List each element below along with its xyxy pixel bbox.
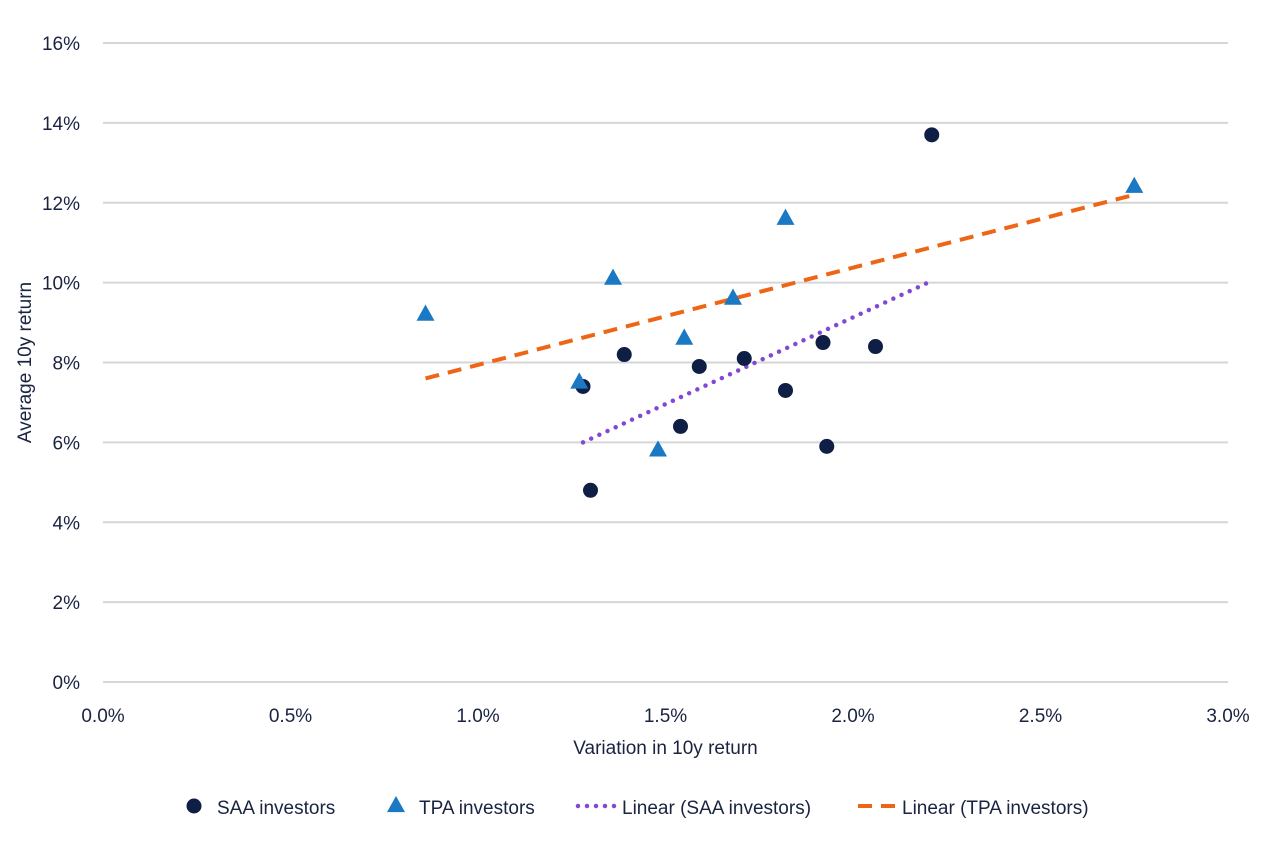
saa-point	[736, 351, 752, 367]
x-tick-label: 1.0%	[456, 706, 499, 727]
saa-point	[815, 335, 831, 351]
saa-point	[616, 347, 632, 363]
tpa-point	[416, 304, 435, 321]
legend-label: Linear (SAA investors)	[622, 798, 811, 819]
trendlines	[424, 192, 1135, 445]
saa-point	[583, 482, 598, 498]
saa-point	[868, 339, 883, 355]
y-tick-label: 6%	[53, 433, 81, 454]
tpa-point	[570, 372, 589, 389]
tpa-point	[1125, 176, 1144, 193]
tpa-point	[649, 440, 667, 457]
legend-tpa: TPA investors	[387, 795, 535, 819]
saa-point	[673, 418, 688, 434]
x-tick-label: 3.0%	[1206, 706, 1249, 727]
legend-saa: SAA investors	[186, 798, 335, 819]
x-axis-title: Variation in 10y return	[573, 738, 757, 759]
legend-linear-tpa: Linear (TPA investors)	[858, 798, 1089, 819]
legend-linear-saa: Linear (SAA investors)	[575, 798, 811, 819]
axis-ticks: 0% 2% 4% 6% 8% 10% 12% 14% 16% 0.0% 0.5% 1.0% 1.5% 2.…	[42, 34, 1250, 727]
legend-label: Linear (TPA investors)	[902, 798, 1089, 819]
tpa-point	[776, 208, 795, 225]
tpa-point	[604, 268, 622, 285]
legend-circle-marker	[186, 798, 202, 814]
legend-label: TPA investors	[419, 798, 535, 819]
trendline-tpa	[424, 192, 1135, 381]
y-axis-title: Average 10y return	[15, 282, 36, 443]
y-tick-label: 8%	[53, 354, 81, 375]
legend-triangle-marker	[387, 795, 405, 813]
trendline-saa	[580, 280, 931, 445]
x-tick-label: 0.0%	[81, 706, 124, 727]
saa-point	[691, 358, 707, 374]
data-points	[416, 127, 1144, 498]
legend-label: SAA investors	[217, 798, 335, 819]
tpa-point	[675, 328, 694, 345]
x-tick-label: 0.5%	[269, 706, 312, 727]
gridlines	[103, 42, 1228, 683]
y-tick-label: 2%	[53, 593, 81, 614]
y-tick-label: 4%	[53, 513, 81, 534]
tpa-point	[724, 288, 742, 305]
y-tick-label: 16%	[42, 34, 80, 55]
y-tick-label: 14%	[42, 114, 80, 135]
x-tick-label: 2.5%	[1019, 706, 1062, 727]
legend: SAA investors TPA investors Linear (SAA in…	[186, 795, 1089, 819]
saa-point	[778, 382, 793, 398]
x-tick-label: 2.0%	[831, 706, 874, 727]
y-tick-label: 0%	[53, 673, 81, 694]
saa-point	[819, 438, 835, 454]
y-tick-label: 12%	[42, 194, 80, 215]
y-tick-label: 10%	[42, 274, 80, 295]
x-tick-label: 1.5%	[644, 706, 687, 727]
saa-point	[924, 127, 940, 143]
